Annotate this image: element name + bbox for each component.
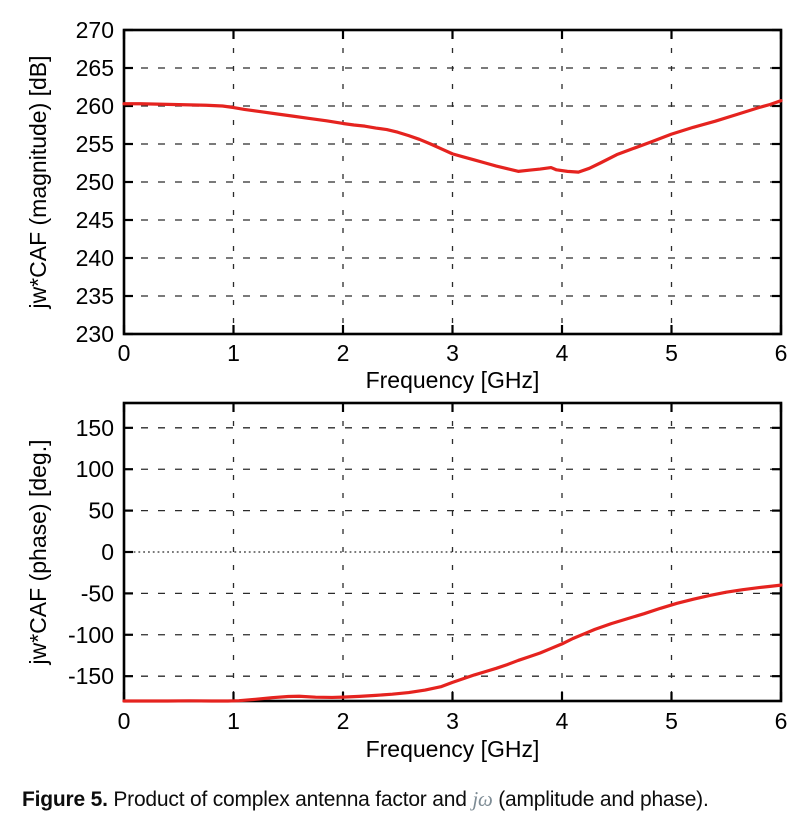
y-axis-label: jw*CAF (phase) [deg.] [25,440,51,666]
phase-plot: 0 1 2 3 4 5 6 -150 -100 -50 0 50 100 150 Frequency [GH… [25,401,788,762]
y-tick-label: 270 [76,17,114,43]
plots-svg: 0 1 2 3 4 5 6230235240245250255260265270Freque… [25,17,788,762]
caption-label: Figure 5. [22,788,108,811]
y-tick-label: -50 [81,580,114,606]
y-tick-label: 255 [76,131,114,157]
y-axis-label: jw*CAF (magnitude) [dB] [25,55,51,309]
caption-math-jw: jω [472,787,493,811]
y-tick-label: 150 [76,415,114,441]
x-tick-label: 0 [118,708,131,734]
x-tick-label: 5 [665,708,678,734]
y-tick-label: 245 [76,207,114,233]
caption-text-after: (amplitude and phase). [492,788,709,811]
x-tick-label: 3 [446,340,459,366]
magnitude-plot: 0 1 2 3 4 5 6 230 235 240 245 250 255 260 265 270 Freque… [25,17,787,393]
y-tick-label: 100 [76,456,114,482]
x-tick-label: 5 [665,340,678,366]
y-tick-label: 260 [76,93,114,119]
data-curve [122,99,783,174]
x-axis-label: Frequency [GHz] [366,367,540,393]
x-tick-label: 1 [227,340,240,366]
x-tick-label: 4 [556,340,569,366]
y-tick-label: 265 [76,55,114,81]
x-tick-label: 2 [337,708,350,734]
x-tick-label: 4 [556,708,569,734]
figure-caption: Figure 5. Product of complex antenna fac… [22,786,804,813]
x-tick-label: 6 [775,340,788,366]
x-tick-label: 6 [775,708,788,734]
y-tick-label: 240 [76,245,114,271]
caption-text-before: Product of complex antenna factor and [107,788,473,811]
data-curve [122,583,783,703]
y-tick-label: 230 [76,321,114,347]
x-tick-label: 0 [118,340,131,366]
x-tick-label: 3 [446,708,459,734]
x-axis-label: Frequency [GHz] [366,736,540,762]
y-tick-label: 235 [76,283,114,309]
y-tick-label: 250 [76,169,114,195]
y-tick-label: -100 [68,622,114,648]
x-tick-label: 2 [337,340,350,366]
y-tick-label: 50 [88,498,114,524]
y-tick-label: 0 [101,539,114,565]
x-tick-label: 1 [227,708,240,734]
y-tick-label: -150 [68,663,114,689]
